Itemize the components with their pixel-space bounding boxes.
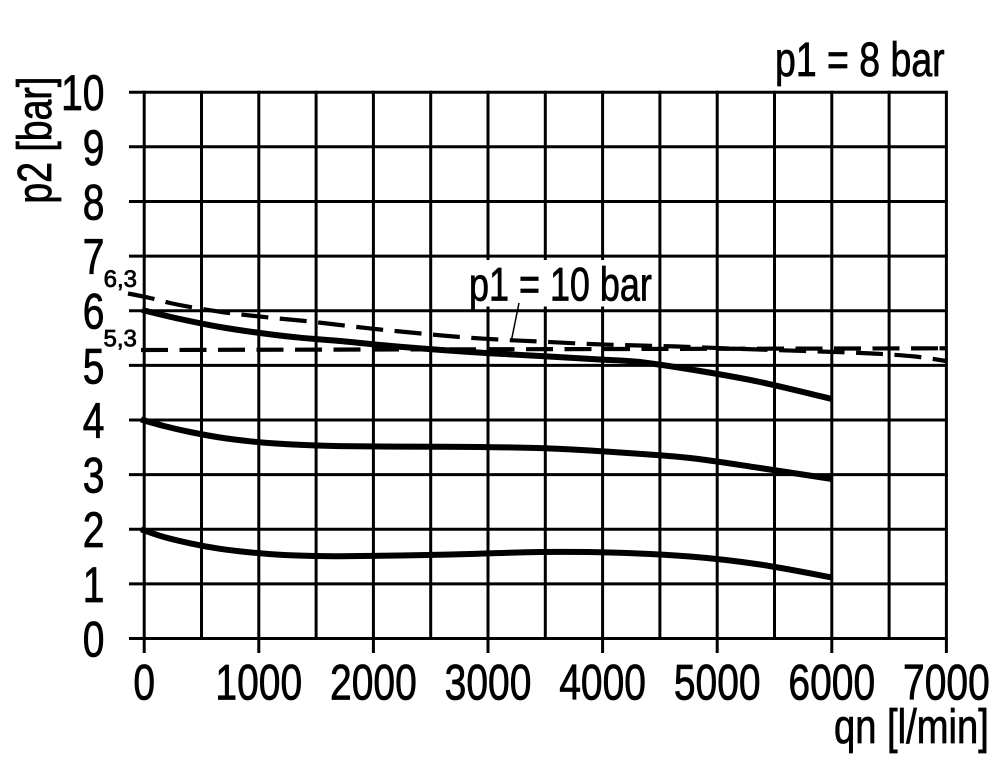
svg-text:2000: 2000 xyxy=(330,654,417,711)
svg-text:qn [l/min]: qn [l/min] xyxy=(834,701,989,754)
svg-text:9: 9 xyxy=(83,119,105,176)
svg-text:8: 8 xyxy=(83,174,105,231)
svg-text:2: 2 xyxy=(83,501,105,558)
svg-text:p1 = 10 bar: p1 = 10 bar xyxy=(469,258,652,311)
svg-text:3000: 3000 xyxy=(445,654,532,711)
svg-text:4000: 4000 xyxy=(559,654,646,711)
svg-text:6000: 6000 xyxy=(788,654,875,711)
svg-text:6: 6 xyxy=(83,283,105,340)
svg-text:7: 7 xyxy=(83,228,105,285)
svg-text:5000: 5000 xyxy=(674,654,761,711)
svg-text:3: 3 xyxy=(83,447,105,504)
svg-text:1: 1 xyxy=(83,556,105,613)
svg-text:5: 5 xyxy=(83,338,105,395)
svg-text:7000: 7000 xyxy=(903,654,990,711)
svg-text:0: 0 xyxy=(83,611,105,668)
svg-text:5,3: 5,3 xyxy=(104,326,137,353)
svg-text:p2 [bar]: p2 [bar] xyxy=(9,77,63,204)
svg-text:6,3: 6,3 xyxy=(104,266,137,293)
svg-text:4: 4 xyxy=(83,392,105,449)
svg-text:1000: 1000 xyxy=(215,654,302,711)
svg-text:p1 = 8 bar: p1 = 8 bar xyxy=(775,34,945,88)
svg-text:10: 10 xyxy=(61,64,104,121)
svg-text:0: 0 xyxy=(133,654,155,711)
